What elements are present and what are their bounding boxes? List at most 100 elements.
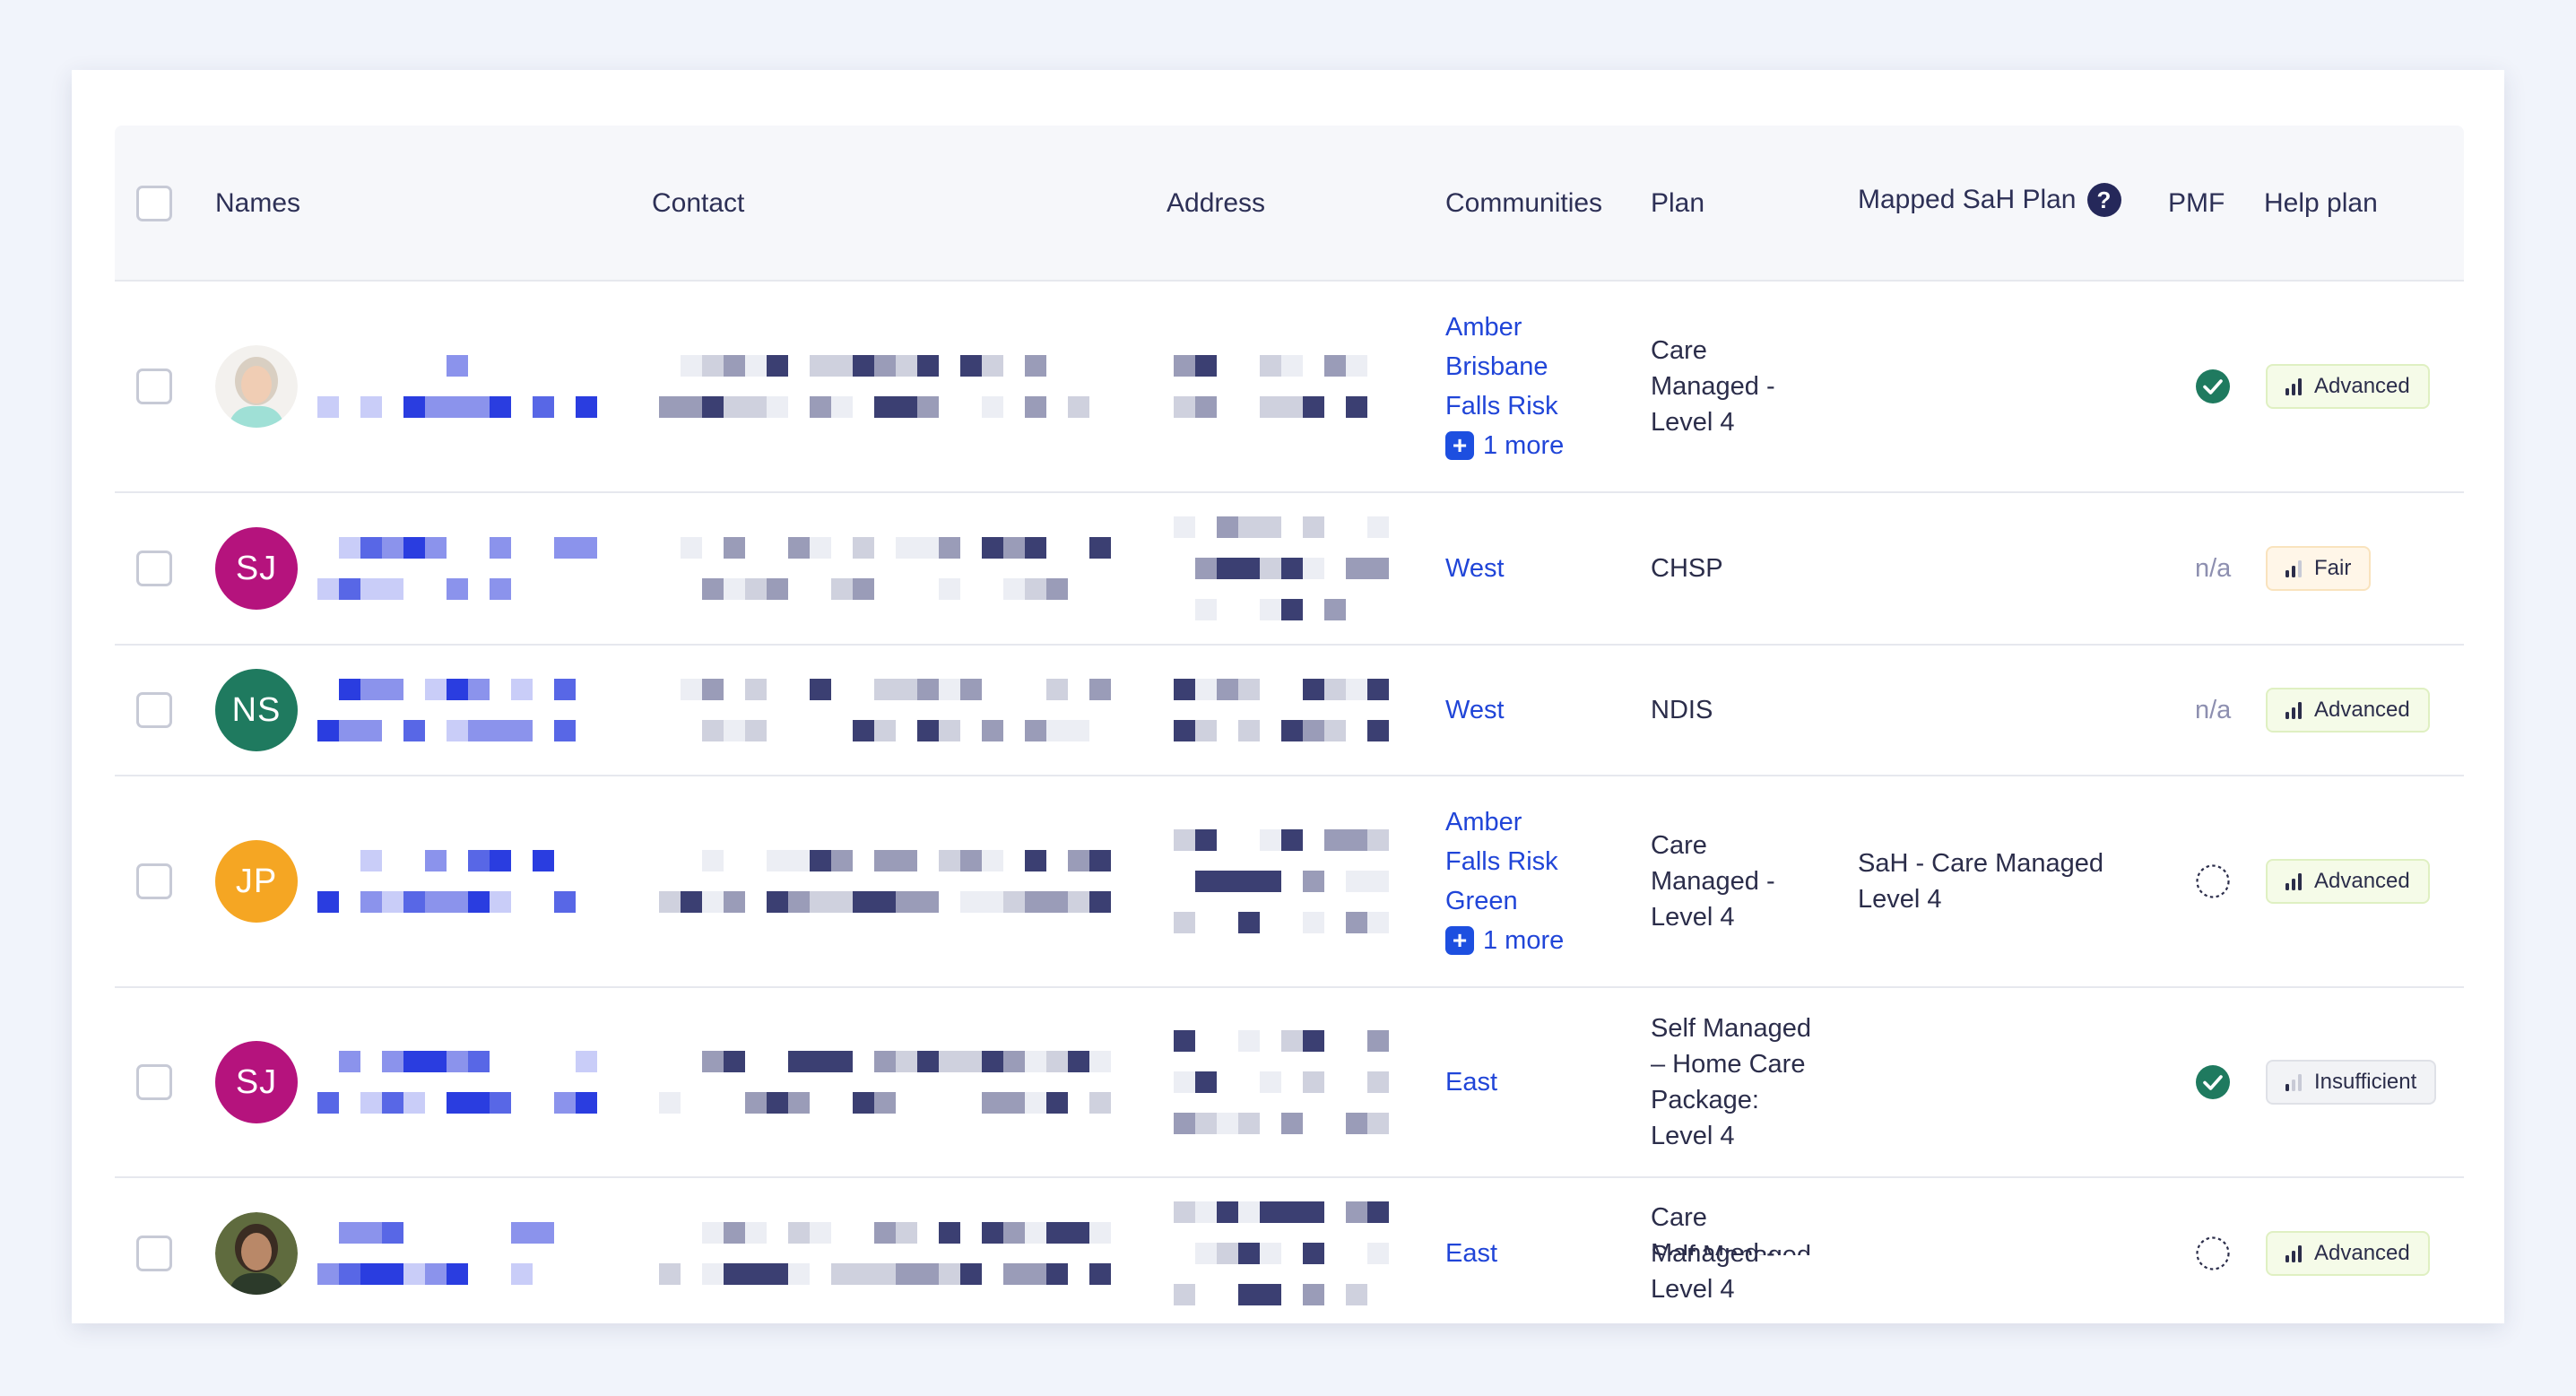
row-select-cell	[136, 988, 172, 1176]
help-plan-badge[interactable]: Insufficient	[2266, 1060, 2437, 1105]
community-link[interactable]: Green	[1445, 887, 1518, 915]
name-cell[interactable]	[215, 282, 597, 491]
communities-list: West	[1445, 690, 1505, 730]
row-select-cell	[136, 646, 172, 775]
plan-line: CHSP	[1651, 554, 1723, 583]
mapped-plan-line: SaH - Care Managed	[1858, 849, 2104, 878]
column-header-address[interactable]: Address	[1167, 188, 1266, 218]
community-link[interactable]: Falls Risk	[1445, 847, 1558, 876]
plan-line: Care	[1651, 831, 1707, 860]
more-communities-link[interactable]: +1 more	[1445, 426, 1564, 465]
help-plan-badge[interactable]: Advanced	[2266, 364, 2430, 409]
partial-row-plan: Self Managed	[1651, 1241, 1811, 1255]
community-link[interactable]: West	[1445, 696, 1505, 724]
redacted-pixels	[1174, 1030, 1389, 1134]
mapped-sah-plan-label: Mapped SaH Plan	[1858, 185, 2077, 214]
row-checkbox[interactable]	[136, 1236, 172, 1271]
row-select-cell	[136, 1178, 172, 1323]
help-plan-label: Advanced	[2314, 869, 2410, 893]
plan-line: Care	[1651, 1203, 1707, 1232]
plan-cell: Self Managed – Home Care Package: Level 4	[1651, 988, 1811, 1176]
help-plan-badge[interactable]: Fair	[2266, 546, 2372, 591]
pmf-na-text: n/a	[2195, 695, 2232, 724]
redacted-pixels	[317, 537, 597, 600]
row-checkbox[interactable]	[136, 369, 172, 404]
table-row[interactable]: NS West NDIS n/a Advanced	[115, 646, 2464, 776]
help-plan-label: Insufficient	[2314, 1070, 2417, 1094]
plan-cell: Care Managed - Level 4	[1651, 282, 1775, 491]
address-cell	[1174, 776, 1389, 986]
help-plan-cell: Fair	[2266, 493, 2372, 644]
signal-bars-icon	[2285, 1074, 2302, 1091]
name-cell[interactable]: JP	[215, 776, 597, 986]
help-plan-label: Fair	[2314, 556, 2352, 580]
pmf-cell: n/a	[2195, 646, 2231, 775]
community-link[interactable]: Brisbane	[1445, 352, 1548, 381]
table-header: Names Contact Address Communities Plan M…	[115, 126, 2464, 282]
table-row[interactable]: SJ East Self Managed – Home Care Package: Lev…	[115, 988, 2464, 1178]
avatar: SJ	[215, 1041, 298, 1123]
name-cell[interactable]: SJ	[215, 493, 597, 644]
plan-text: CHSP	[1651, 551, 1723, 586]
question-icon[interactable]: ?	[2086, 183, 2121, 217]
table-row[interactable]: JP Amber Falls Risk Green +1 more Care Managed…	[115, 776, 2464, 988]
community-link[interactable]: Amber	[1445, 808, 1522, 837]
row-checkbox[interactable]	[136, 692, 172, 728]
redacted-pixels	[659, 1051, 1111, 1114]
pmf-cell: n/a	[2195, 493, 2231, 644]
address-cell	[1174, 493, 1389, 644]
column-header-mapped-sah-plan[interactable]: Mapped SaH Plan ?	[1858, 122, 2121, 278]
check-circle-icon	[2196, 369, 2230, 403]
plan-line: NDIS	[1651, 696, 1713, 724]
redacted-pixels	[1174, 679, 1389, 741]
column-header-contact[interactable]: Contact	[652, 188, 745, 218]
column-header-help-plan[interactable]: Help plan	[2264, 188, 2378, 218]
plan-line: – Home Care	[1651, 1050, 1806, 1079]
community-link[interactable]: East	[1445, 1239, 1498, 1268]
table-row[interactable]: East Care Managed - Level 4 Advanced	[115, 1178, 2464, 1323]
column-header-plan[interactable]: Plan	[1651, 188, 1705, 218]
row-checkbox[interactable]	[136, 863, 172, 899]
plan-text: Care Managed - Level 4	[1651, 828, 1775, 935]
communities-cell: Amber Falls Risk Green +1 more	[1445, 776, 1564, 986]
more-communities-link[interactable]: +1 more	[1445, 921, 1564, 960]
select-all-checkbox[interactable]	[136, 186, 172, 221]
community-link[interactable]: Falls Risk	[1445, 392, 1558, 421]
help-plan-badge[interactable]: Advanced	[2266, 1231, 2430, 1276]
name-cell[interactable]	[215, 1178, 597, 1323]
table-row[interactable]: SJ West CHSP n/a Fair	[115, 493, 2464, 646]
column-header-communities[interactable]: Communities	[1445, 188, 1603, 218]
plan-text: Care Managed - Level 4	[1651, 1200, 1775, 1307]
help-plan-label: Advanced	[2314, 1241, 2410, 1265]
row-checkbox[interactable]	[136, 1064, 172, 1100]
plan-line: Care	[1651, 336, 1707, 365]
pending-circle-icon	[2196, 1236, 2230, 1270]
plan-cell: Care Managed - Level 4	[1651, 1178, 1775, 1323]
help-plan-cell: Advanced	[2266, 282, 2430, 491]
help-plan-badge[interactable]: Advanced	[2266, 688, 2430, 733]
redacted-pixels	[317, 1222, 554, 1285]
avatar: SJ	[215, 527, 298, 610]
table-body: Amber Brisbane Falls Risk +1 more Care Manage…	[115, 282, 2464, 1323]
help-plan-badge[interactable]: Advanced	[2266, 859, 2430, 904]
communities-list: Amber Brisbane Falls Risk +1 more	[1445, 308, 1564, 465]
redacted-pixels	[659, 850, 1111, 913]
name-cell[interactable]: SJ	[215, 988, 597, 1176]
name-cell[interactable]: NS	[215, 646, 597, 775]
column-header-names[interactable]: Names	[215, 188, 301, 218]
table-row[interactable]: Amber Brisbane Falls Risk +1 more Care Manage…	[115, 282, 2464, 493]
communities-cell: West	[1445, 646, 1505, 775]
row-checkbox[interactable]	[136, 551, 172, 586]
column-header-pmf[interactable]: PMF	[2168, 188, 2225, 218]
plan-line: Managed -	[1651, 1239, 1775, 1268]
plan-cell: NDIS	[1651, 646, 1713, 775]
name-redacted	[317, 850, 597, 913]
pmf-cell	[2195, 988, 2231, 1176]
redacted-pixels	[681, 537, 1111, 600]
redacted-pixels	[317, 1051, 597, 1114]
community-link[interactable]: Amber	[1445, 313, 1522, 342]
community-link[interactable]: East	[1445, 1068, 1498, 1097]
help-plan-cell: Advanced	[2266, 646, 2430, 775]
community-link[interactable]: West	[1445, 554, 1505, 583]
contact-cell	[659, 282, 1111, 491]
